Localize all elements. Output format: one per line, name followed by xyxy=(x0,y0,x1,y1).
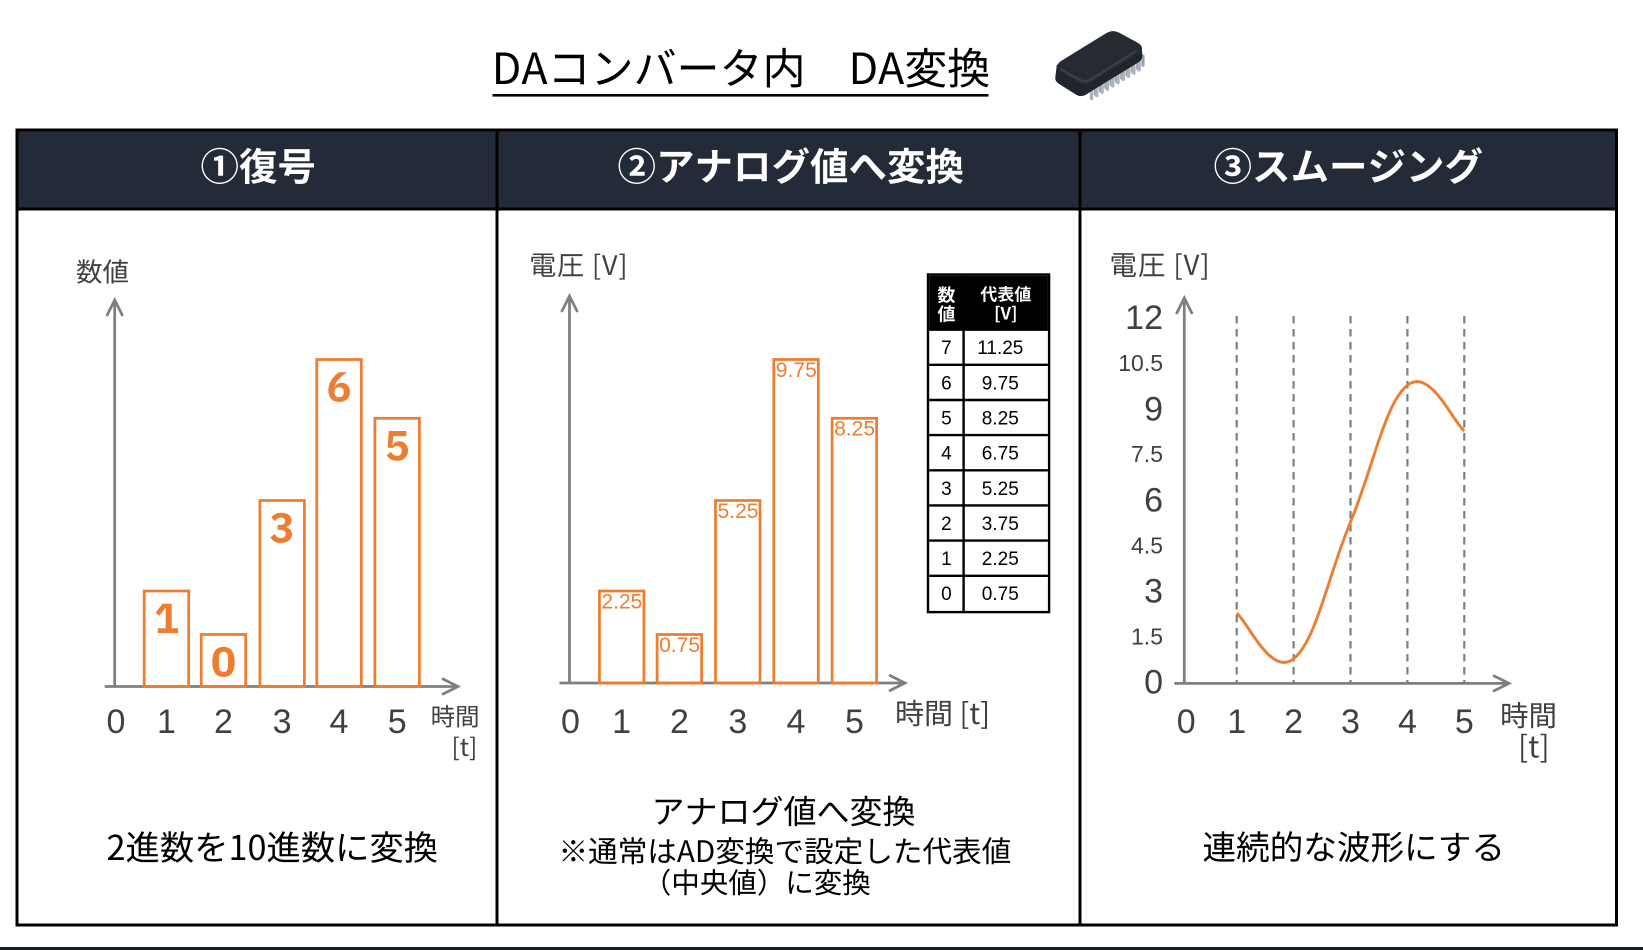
svg-text:4: 4 xyxy=(1398,703,1417,741)
svg-text:6: 6 xyxy=(941,373,952,394)
svg-text:1: 1 xyxy=(157,703,176,741)
svg-text:3: 3 xyxy=(273,703,292,741)
svg-text:4.5: 4.5 xyxy=(1131,532,1163,558)
svg-text:2.25: 2.25 xyxy=(982,549,1019,570)
svg-text:7: 7 xyxy=(941,338,952,359)
svg-text:8.25: 8.25 xyxy=(834,417,875,441)
svg-text:2: 2 xyxy=(670,703,689,741)
svg-text:3: 3 xyxy=(941,479,952,500)
svg-text:8.25: 8.25 xyxy=(982,409,1019,430)
svg-text:4: 4 xyxy=(330,703,349,741)
svg-text:0.75: 0.75 xyxy=(982,584,1019,605)
svg-text:11.25: 11.25 xyxy=(977,338,1023,359)
svg-text:2: 2 xyxy=(1284,703,1303,741)
svg-text:9.75: 9.75 xyxy=(776,358,817,382)
svg-text:0: 0 xyxy=(1177,703,1196,741)
svg-text:1.5: 1.5 xyxy=(1131,623,1163,649)
svg-text:9: 9 xyxy=(1144,390,1163,428)
svg-text:5: 5 xyxy=(388,703,407,741)
svg-text:12: 12 xyxy=(1125,299,1163,337)
svg-text:1: 1 xyxy=(1227,703,1246,741)
svg-text:0.75: 0.75 xyxy=(659,633,700,657)
svg-text:1: 1 xyxy=(941,549,952,570)
svg-text:6.75: 6.75 xyxy=(982,444,1019,465)
svg-text:0: 0 xyxy=(1144,664,1163,702)
svg-text:5: 5 xyxy=(1455,703,1474,741)
svg-text:7.5: 7.5 xyxy=(1131,441,1163,467)
svg-text:3: 3 xyxy=(1341,703,1360,741)
svg-text:4: 4 xyxy=(941,444,952,465)
svg-text:2: 2 xyxy=(214,703,233,741)
svg-text:5.25: 5.25 xyxy=(718,499,759,523)
svg-text:4: 4 xyxy=(787,703,806,741)
svg-text:5: 5 xyxy=(941,409,952,430)
svg-text:2.25: 2.25 xyxy=(601,589,642,613)
svg-text:0: 0 xyxy=(941,584,952,605)
svg-text:3: 3 xyxy=(1144,573,1163,611)
svg-text:3: 3 xyxy=(728,703,747,741)
svg-text:0: 0 xyxy=(107,703,126,741)
svg-text:6: 6 xyxy=(1144,481,1163,519)
svg-text:5.25: 5.25 xyxy=(982,479,1019,500)
svg-text:0: 0 xyxy=(561,703,580,741)
svg-text:10.5: 10.5 xyxy=(1118,350,1163,376)
svg-text:1: 1 xyxy=(612,703,631,741)
svg-text:2: 2 xyxy=(941,514,952,535)
svg-text:3.75: 3.75 xyxy=(982,514,1019,535)
svg-text:5: 5 xyxy=(845,703,864,741)
svg-text:9.75: 9.75 xyxy=(982,373,1019,394)
